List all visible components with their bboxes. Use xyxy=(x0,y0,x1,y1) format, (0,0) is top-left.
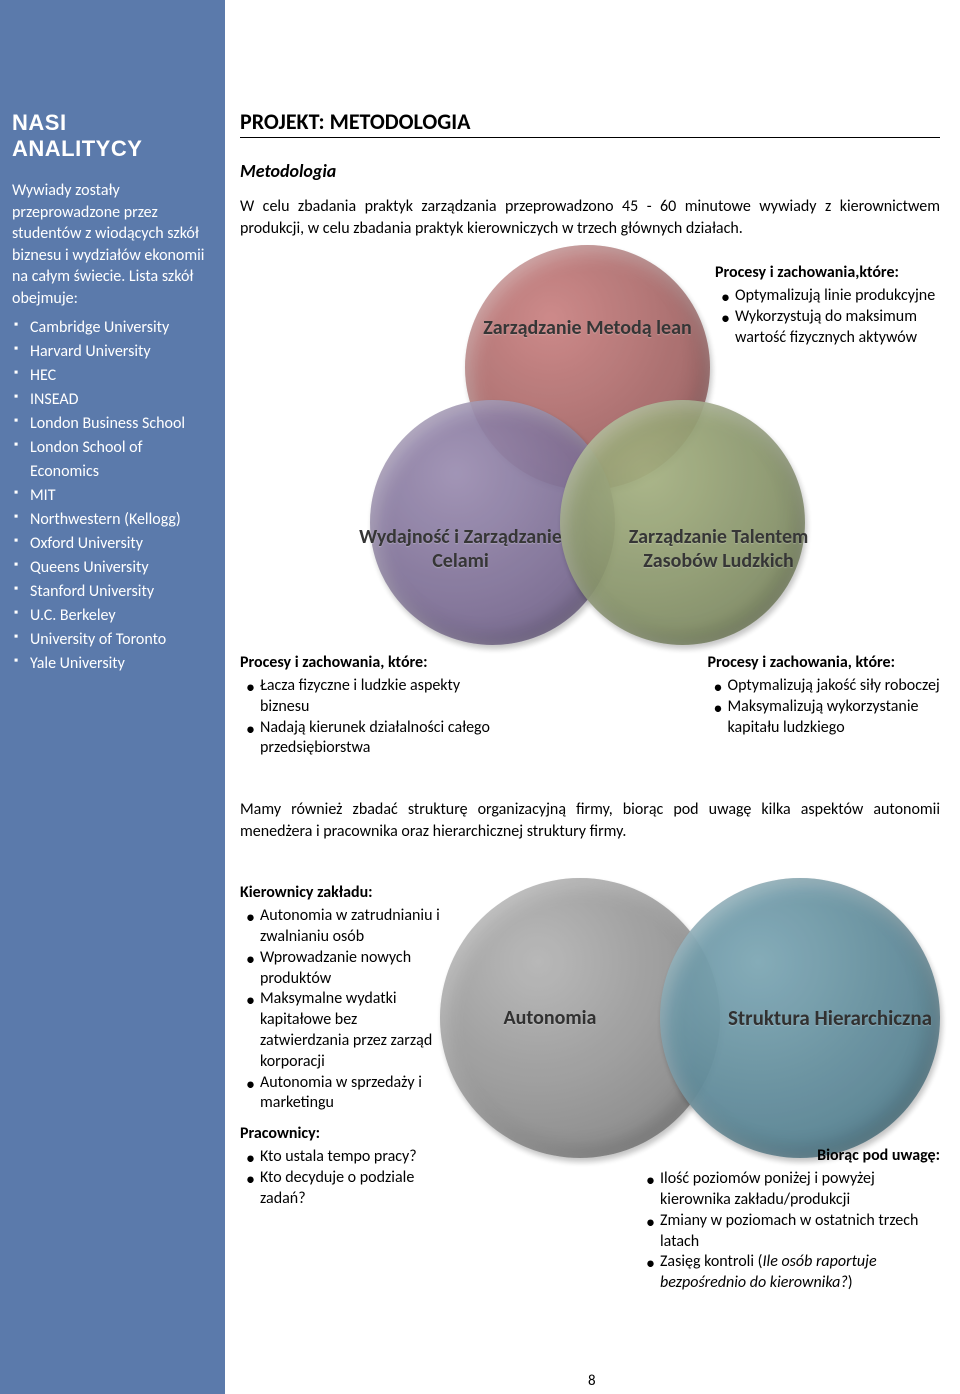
list-item: Zasięg kontroli (Ile osób raportuje bezp… xyxy=(640,1252,940,1294)
section-subheading: Metodologia xyxy=(240,160,940,182)
list-item: Harvard University xyxy=(12,340,215,364)
sidebar: NASI ANALITYCY Wywiady zostały przeprowa… xyxy=(0,0,225,1394)
annot-bl-heading: Procesy i zachowania, które: xyxy=(240,653,492,674)
list-item: U.C. Berkeley xyxy=(12,604,215,628)
sidebar-title: NASI ANALITYCY xyxy=(12,110,215,162)
list-item: Kto ustala tempo pracy? xyxy=(240,1147,450,1168)
left-list-1: Autonomia w zatrudnianiu i zwalnianiu os… xyxy=(240,906,450,1114)
venn-circle-talent: Zarządzanie Talentem Zasobów Ludzkich xyxy=(560,400,805,645)
right-list: Ilość poziomów poniżej i powyżej kierown… xyxy=(640,1169,940,1294)
list-item: Zmiany w poziomach w ostatnich trzech la… xyxy=(640,1211,940,1253)
right-heading: Biorąc pod uwagę: xyxy=(640,1146,940,1167)
annot-tr-heading: Procesy i zachowania,które: xyxy=(715,263,950,284)
list-item: Łacza fizyczne i ludzkie aspekty biznesu xyxy=(240,676,492,718)
sidebar-intro: Wywiady zostały przeprowadzone przez stu… xyxy=(12,180,215,310)
venn-label-hierarchy: Struktura Hierarchiczna xyxy=(728,1005,932,1031)
list-item: Kto decyduje o podziale zadań? xyxy=(240,1168,450,1210)
page-title: PROJEKT: METODOLOGIA xyxy=(240,108,940,138)
annot-bl-list: Łacza fizyczne i ludzkie aspekty biznesu… xyxy=(240,676,492,759)
sidebar-title-l1: NASI xyxy=(12,110,67,135)
list-item: HEC xyxy=(12,364,215,388)
list-item: Autonomia w sprzedaży i marketingu xyxy=(240,1073,450,1115)
venn-label-lean: Zarządzanie Metodą lean xyxy=(483,316,691,340)
venn-label-performance: Wydajność i Zarządzanie Celami xyxy=(338,525,583,573)
list-item: Queens University xyxy=(12,556,215,580)
list-item: Optymalizują linie produkcyjne xyxy=(715,286,950,307)
list-item: London School of Economics xyxy=(12,436,215,484)
sidebar-title-l2: ANALITYCY xyxy=(12,136,142,161)
right-text-block: Biorąc pod uwagę: Ilość poziomów poniżej… xyxy=(640,1146,940,1294)
annotation-bottom-right: Procesy i zachowania, które: Optymalizuj… xyxy=(708,653,941,759)
list-item: Maksymalne wydatki kapitałowe bez zatwie… xyxy=(240,989,450,1072)
list-item: Optymalizują jakość siły roboczej xyxy=(708,676,941,697)
venn-diagram-2: Autonomia Struktura Hierarchiczna Kierow… xyxy=(240,868,940,1278)
annot-tr-list: Optymalizują linie produkcyjneWykorzystu… xyxy=(715,286,950,348)
list-item: MIT xyxy=(12,484,215,508)
paragraph-2: Mamy również zbadać strukturę organizacy… xyxy=(240,799,940,842)
list-item: Stanford University xyxy=(12,580,215,604)
list-item: Cambridge University xyxy=(12,316,215,340)
left-list-2: Kto ustala tempo pracy?Kto decyduje o po… xyxy=(240,1147,450,1209)
school-list: Cambridge UniversityHarvard UniversityHE… xyxy=(12,316,215,676)
list-item: Oxford University xyxy=(12,532,215,556)
annotation-bottom-left: Procesy i zachowania, które: Łacza fizyc… xyxy=(240,653,492,759)
list-item: University of Toronto xyxy=(12,628,215,652)
list-item: Autonomia w zatrudnianiu i zwalnianiu os… xyxy=(240,906,450,948)
left-text-block: Kierownicy zakładu: Autonomia w zatrudni… xyxy=(240,883,450,1209)
list-item: Ilość poziomów poniżej i powyżej kierown… xyxy=(640,1169,940,1211)
left-heading-1: Kierownicy zakładu: xyxy=(240,883,450,904)
annotation-top-right: Procesy i zachowania,które: Optymalizują… xyxy=(715,263,950,348)
list-item: Yale University xyxy=(12,652,215,676)
venn-circle-hierarchy: Struktura Hierarchiczna xyxy=(660,878,940,1158)
list-item: London Business School xyxy=(12,412,215,436)
intro-paragraph: W celu zbadania praktyk zarządzania prze… xyxy=(240,196,940,239)
list-item: Northwestern (Kellogg) xyxy=(12,508,215,532)
venn-label-talent: Zarządzanie Talentem Zasobów Ludzkich xyxy=(596,525,841,573)
list-item: Wprowadzanie nowych produktów xyxy=(240,948,450,990)
page-number: 8 xyxy=(588,1372,596,1390)
venn-diagram-3: Zarządzanie Metodą lean Wydajność i Zarz… xyxy=(240,245,940,665)
list-item: Maksymalizują wykorzystanie kapitału lud… xyxy=(708,697,941,739)
annot-br-heading: Procesy i zachowania, które: xyxy=(708,653,941,674)
venn-label-autonomy: Autonomia xyxy=(504,1006,597,1030)
annot-br-list: Optymalizują jakość siły roboczejMaksyma… xyxy=(708,676,941,738)
list-item: Wykorzystują do maksimum wartość fizyczn… xyxy=(715,307,950,349)
left-heading-2: Pracownicy: xyxy=(240,1124,450,1145)
main-content: PROJEKT: METODOLOGIA Metodologia W celu … xyxy=(240,108,940,1278)
list-item: INSEAD xyxy=(12,388,215,412)
list-item: Nadają kierunek działalności całego prze… xyxy=(240,718,492,760)
